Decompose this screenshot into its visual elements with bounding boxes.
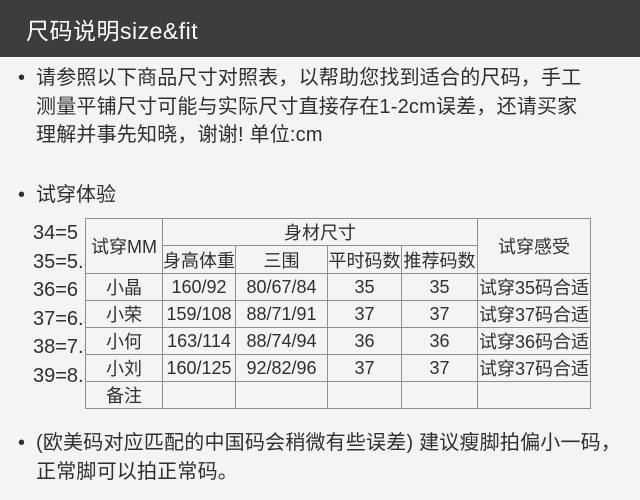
cell-recommended-size: 35	[401, 273, 478, 301]
page-title: 尺码说明size&fit	[26, 17, 199, 44]
section-title: 试穿体验	[36, 184, 116, 206]
size-conversion-item: 37=6.5	[33, 307, 95, 330]
cell-measurements: 92/82/96	[235, 354, 328, 382]
footer-line: 正常脚可以拍正常码。	[36, 461, 238, 483]
cell-measurements: 88/71/91	[235, 300, 328, 328]
cell-height-weight: 160/92	[162, 273, 236, 301]
cell-feel: 试穿37码合适	[477, 354, 591, 382]
col-header-recommended-size: 推荐码数	[401, 245, 478, 274]
empty-cell	[477, 381, 591, 409]
header-bar: 尺码说明size&fit	[0, 0, 640, 57]
col-header-height-weight: 身高体重	[162, 245, 236, 274]
col-header-feel: 试穿感受	[477, 218, 591, 274]
cell-usual-size: 36	[327, 327, 402, 355]
size-conversion-item: 38=7.5	[33, 336, 95, 359]
cell-feel: 试穿36码合适	[477, 327, 591, 355]
table-row: 小何 163/114 88/74/94 36 36 试穿36码合适	[85, 327, 591, 355]
size-conversion-item: 36=6	[33, 279, 79, 302]
footer-line: (欧美码对应匹配的中国码会稍微有些误差) 建议瘦脚拍偏小一码，	[36, 432, 622, 454]
cell-measurements: 80/67/84	[235, 273, 328, 301]
footer-text: (欧美码对应匹配的中国码会稍微有些误差) 建议瘦脚拍偏小一码， 正常脚可以拍正常…	[36, 429, 621, 487]
table-row: 小刘 160/125 92/82/96 37 37 试穿37码合适	[85, 354, 591, 382]
cell-tester-name: 小晶	[85, 273, 163, 301]
empty-cell	[401, 381, 478, 409]
cell-tester-name: 小荣	[85, 300, 163, 328]
size-conversion-item: 34=5	[33, 222, 79, 244]
size-conversion-item: 35=5.5	[33, 250, 95, 273]
cell-recommended-size: 37	[401, 354, 478, 382]
col-header-measurements: 三围	[235, 245, 328, 274]
cell-usual-size: 37	[327, 300, 402, 328]
table-row: 小晶 160/92 80/67/84 35 35 试穿35码合适	[85, 273, 591, 301]
footer-note: • (欧美码对应匹配的中国码会稍微有些误差) 建议瘦脚拍偏小一码， 正常脚可以拍…	[18, 429, 622, 487]
table-header-row: 试穿MM 身材尺寸 试穿感受	[85, 218, 591, 274]
cell-feel: 试穿37码合适	[477, 300, 591, 328]
cell-usual-size: 35	[327, 273, 402, 301]
empty-cell	[162, 381, 236, 409]
cell-tester-name: 小刘	[85, 354, 163, 382]
cell-usual-size: 37	[327, 354, 402, 382]
cell-feel: 试穿35码合适	[477, 273, 591, 301]
bullet-icon: •	[18, 67, 26, 89]
table-row: 小荣 159/108 88/71/91 37 37 试穿37码合适	[85, 300, 591, 328]
col-header-body-group: 身材尺寸	[162, 218, 478, 246]
cell-height-weight: 159/108	[162, 300, 236, 328]
cell-measurements: 88/74/94	[235, 327, 328, 355]
fit-table: 试穿MM 身材尺寸 试穿感受 身高体重 三围 平时码数 推荐码数 小晶 160/…	[85, 218, 591, 409]
size-conversion-item: 39=8.5	[33, 364, 95, 387]
cell-recommended-size: 37	[401, 300, 478, 328]
cell-height-weight: 160/125	[162, 354, 236, 382]
cell-note-label: 备注	[85, 381, 163, 409]
table-note-row: 备注	[85, 381, 591, 409]
bullet-icon: •	[18, 432, 26, 454]
empty-cell	[327, 381, 402, 409]
size-conversion-list: 34=5 35=5.5 36=6 37=6.5 38=7.5 39=8.5	[33, 219, 95, 391]
intro-line: 请参照以下商品尺寸对照表，以帮助您找到适合的尺码，手工	[36, 67, 582, 89]
intro-line: 测量平铺尺寸可能与实际尺寸直接存在1-2cm误差，还请买家	[36, 95, 578, 118]
cell-recommended-size: 36	[401, 327, 478, 355]
fit-section-heading: • 试穿体验	[18, 181, 116, 210]
empty-cell	[235, 381, 328, 409]
col-header-usual-size: 平时码数	[327, 245, 402, 274]
col-header-tester: 试穿MM	[85, 218, 163, 274]
intro-text: 请参照以下商品尺寸对照表，以帮助您找到适合的尺码，手工 测量平铺尺寸可能与实际尺…	[36, 64, 581, 150]
intro-line: 理解并事先知晓，谢谢! 单位:cm	[36, 124, 323, 146]
bullet-icon: •	[18, 184, 26, 206]
intro-note: • 请参照以下商品尺寸对照表，以帮助您找到适合的尺码，手工 测量平铺尺寸可能与实…	[18, 64, 622, 150]
cell-height-weight: 163/114	[162, 327, 236, 355]
cell-tester-name: 小何	[85, 327, 163, 355]
